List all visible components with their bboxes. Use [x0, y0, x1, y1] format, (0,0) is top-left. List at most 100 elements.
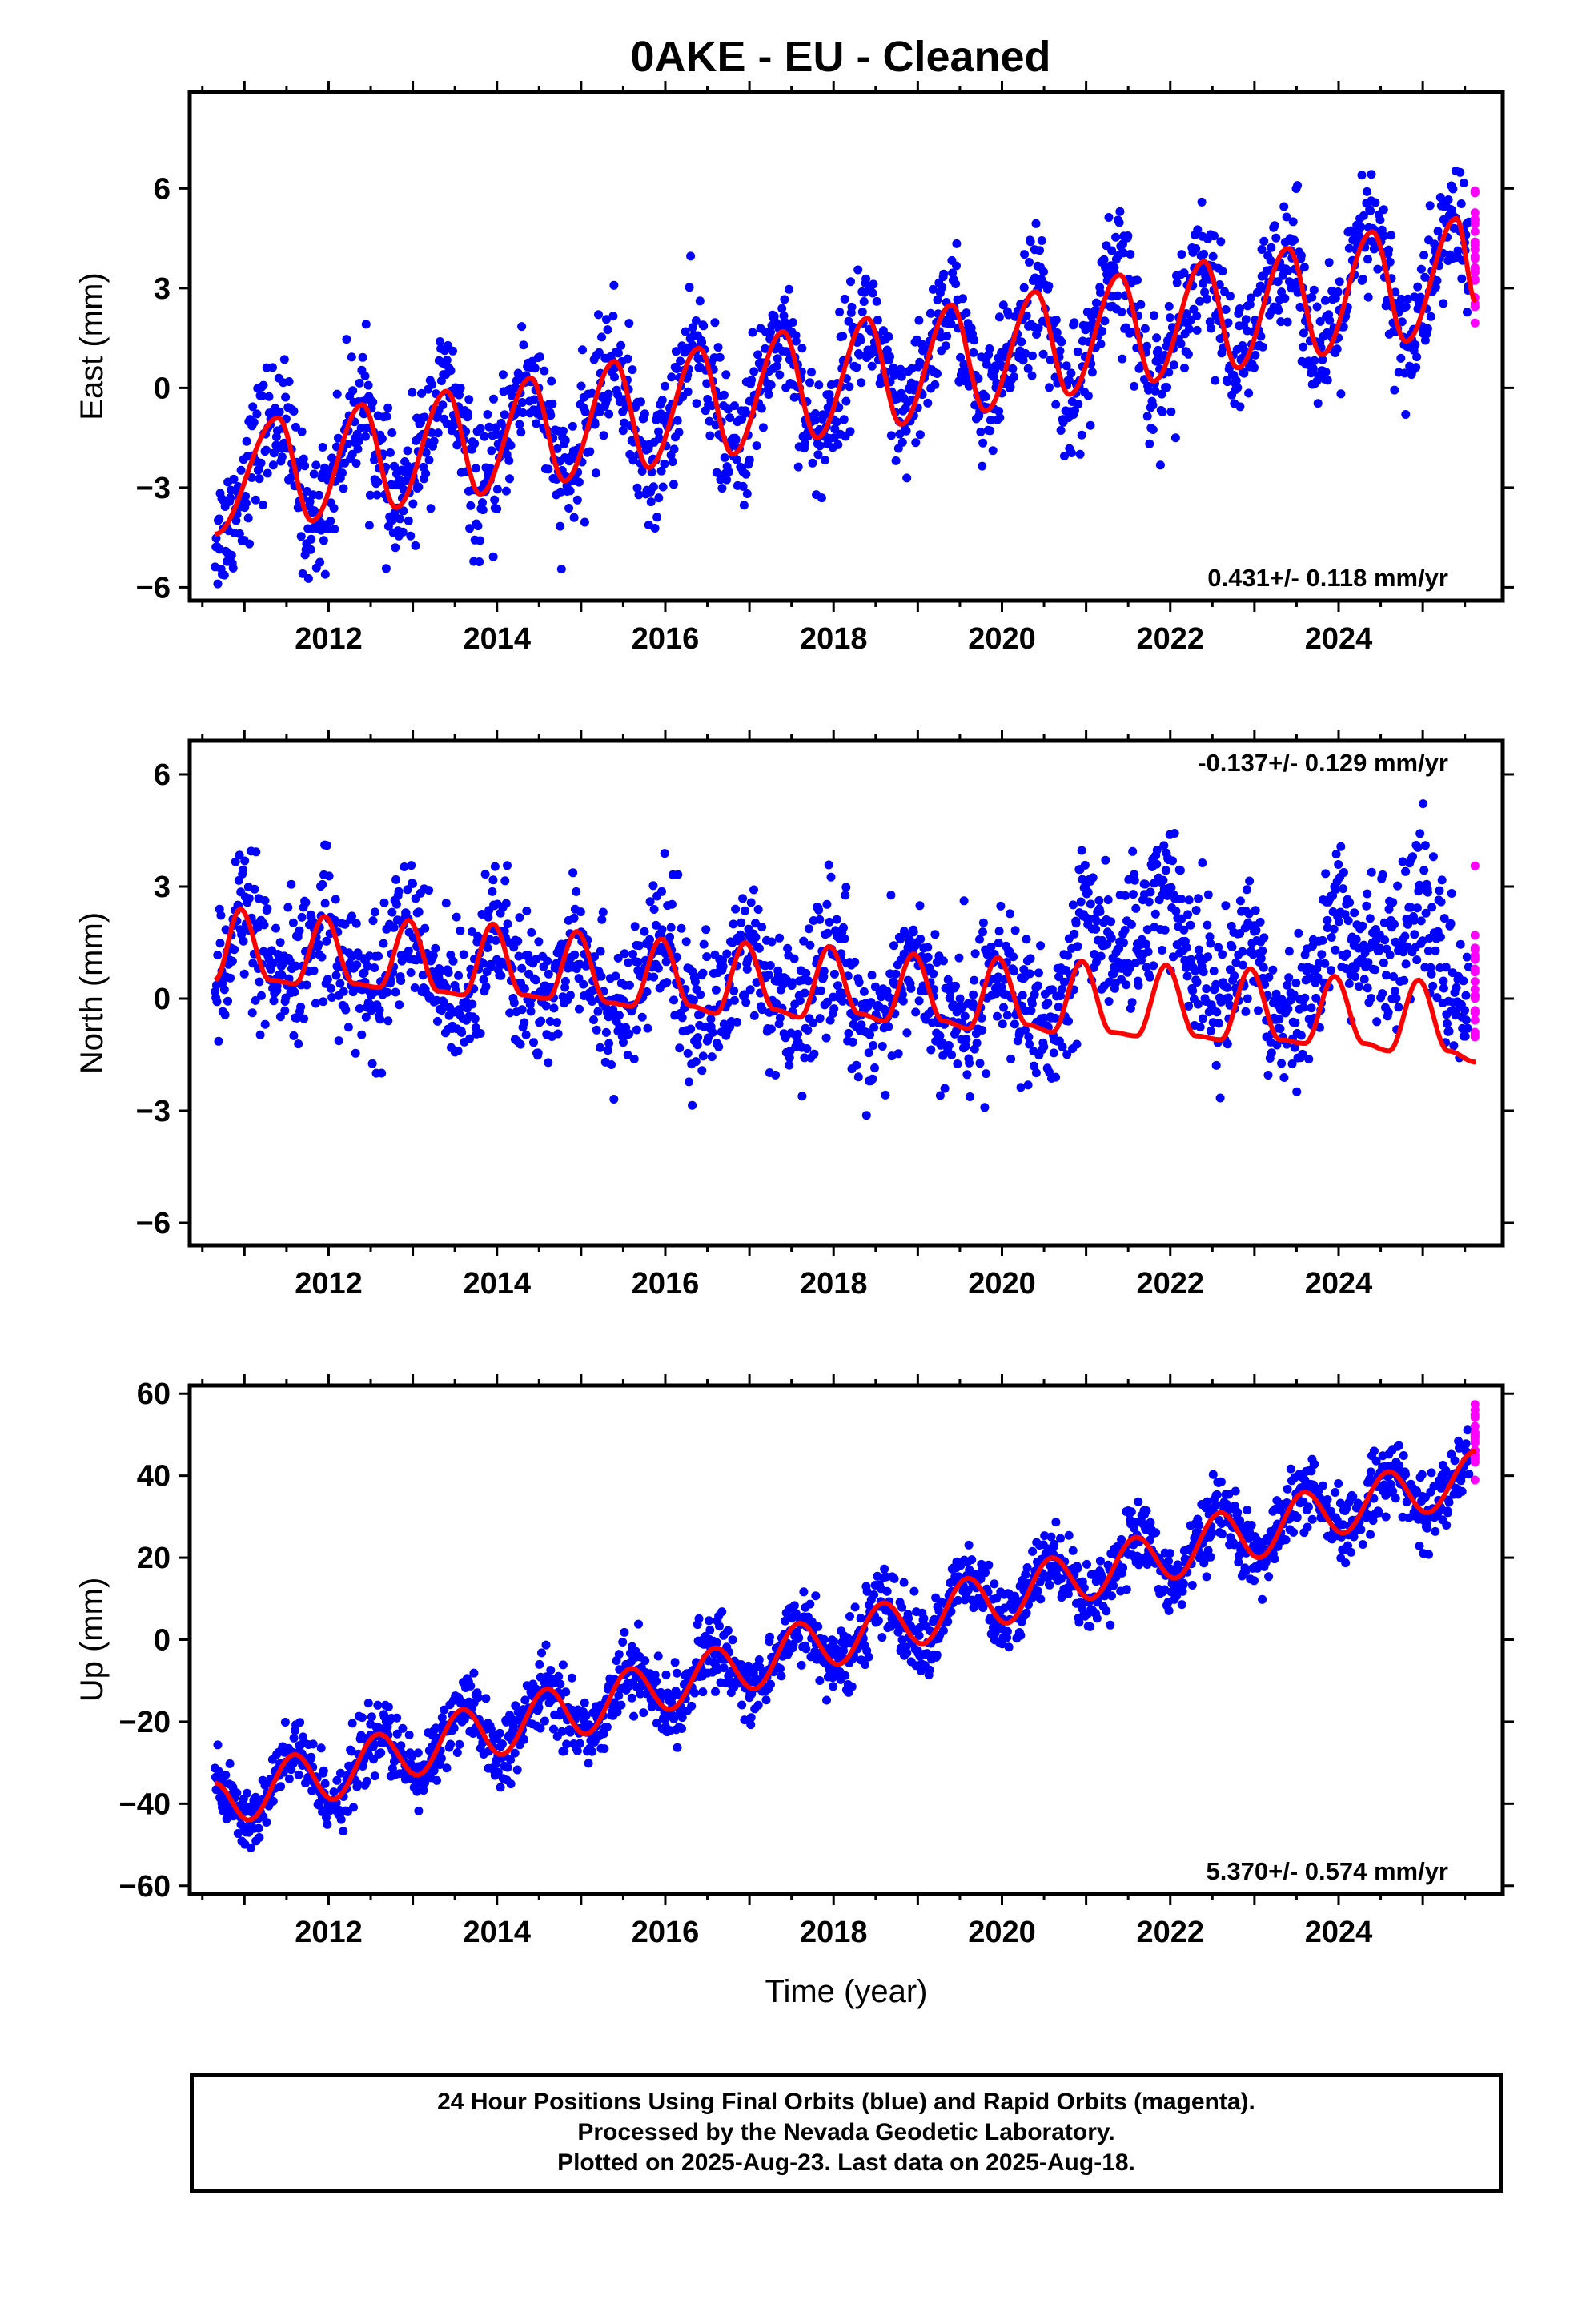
north-point-final	[714, 1042, 724, 1051]
north-point-final	[1334, 917, 1343, 927]
east-point-final	[429, 436, 439, 446]
up-point-final	[452, 1748, 462, 1757]
north-point-final	[549, 1003, 559, 1013]
north-point-final	[1175, 866, 1185, 875]
north-point-final	[893, 1049, 903, 1059]
north-point-final	[1121, 891, 1130, 900]
north-point-final	[1313, 973, 1323, 982]
north-point-final	[947, 1050, 957, 1059]
east-point-final	[813, 450, 823, 460]
north-point-final	[1073, 942, 1082, 951]
east-point-final	[1273, 277, 1283, 287]
north-point-final	[428, 951, 438, 960]
north-point-final	[751, 919, 760, 928]
east-point-final	[695, 296, 705, 306]
north-point-final	[657, 925, 667, 935]
up-point-final	[314, 1800, 323, 1810]
east-point-final	[1193, 225, 1203, 235]
north-point-final	[852, 1060, 861, 1070]
east-point-final	[408, 388, 417, 397]
east-point-final	[406, 531, 416, 541]
north-point-final	[603, 1046, 612, 1055]
north-point-final	[965, 1058, 974, 1068]
north-point-final	[367, 1006, 376, 1015]
east-point-final	[930, 380, 940, 389]
north-point-final	[1318, 935, 1327, 945]
north-point-final	[1016, 1083, 1026, 1092]
north-point-rapid	[1470, 967, 1480, 977]
north-point-final	[733, 1017, 742, 1027]
north-point-final	[1064, 1016, 1073, 1026]
east-point-final	[1258, 342, 1267, 352]
east-point-final	[1321, 368, 1331, 376]
north-point-final	[1344, 979, 1354, 988]
east-point-final	[1210, 231, 1219, 241]
north-point-final	[297, 912, 307, 922]
north-point-final	[868, 1074, 877, 1084]
north-point-final	[1339, 868, 1348, 877]
east-point-final	[1299, 328, 1308, 338]
east-point-final	[808, 458, 817, 468]
up-point-final	[856, 1614, 865, 1623]
north-y-tick-label: 3	[154, 870, 171, 904]
east-point-final	[757, 404, 766, 413]
up-point-final	[316, 1743, 326, 1753]
north-point-final	[640, 927, 649, 936]
north-point-final	[1129, 890, 1138, 899]
up-point-final	[794, 1633, 804, 1642]
east-point-final	[1039, 267, 1048, 276]
up-point-final	[254, 1823, 263, 1833]
north-point-final	[1054, 972, 1064, 982]
east-point-final	[1387, 231, 1396, 240]
east-point-final	[1235, 402, 1245, 412]
up-point-final	[347, 1747, 356, 1756]
east-point-final	[1280, 294, 1290, 303]
east-point-final	[464, 395, 474, 404]
north-point-final	[915, 901, 925, 911]
east-point-final	[747, 375, 757, 384]
east-point-final	[594, 348, 604, 357]
east-point-final	[368, 397, 378, 407]
north-point-final	[1264, 972, 1274, 982]
north-point-final	[691, 1057, 701, 1067]
north-point-final	[1049, 1048, 1058, 1058]
east-point-final	[338, 468, 347, 478]
east-point-final	[823, 403, 833, 412]
up-point-final	[776, 1664, 785, 1673]
east-point-final	[832, 417, 841, 427]
north-point-final	[896, 935, 905, 944]
north-point-final	[1031, 1068, 1041, 1078]
east-point-final	[1176, 339, 1186, 348]
east-point-final	[1142, 412, 1152, 421]
north-point-final	[854, 978, 864, 987]
north-point-final	[740, 990, 749, 999]
east-point-final	[1180, 364, 1189, 372]
east-point-final	[326, 517, 335, 526]
north-point-final	[1057, 985, 1066, 994]
north-point-rapid	[1470, 1006, 1480, 1015]
east-point-final	[817, 493, 826, 503]
north-point-final	[870, 1063, 879, 1072]
up-point-final	[213, 1740, 223, 1750]
east-point-final	[1100, 316, 1110, 326]
east-point-final	[731, 435, 741, 444]
east-point-final	[1114, 218, 1124, 227]
east-point-final	[732, 455, 741, 464]
up-point-final	[746, 1713, 756, 1723]
up-point-final	[215, 1773, 224, 1783]
north-point-final	[746, 898, 756, 907]
up-point-final	[449, 1723, 459, 1733]
north-point-final	[1095, 907, 1105, 916]
east-point-final	[1145, 439, 1154, 448]
up-point-final	[698, 1687, 708, 1697]
north-point-final	[1146, 887, 1155, 897]
north-point-final	[513, 936, 523, 946]
north-point-final	[935, 1031, 945, 1040]
east-point-final	[1433, 227, 1443, 236]
east-point-final	[330, 525, 339, 534]
north-point-final	[351, 1048, 360, 1058]
north-point-final	[749, 885, 758, 895]
north-point-final	[1307, 1003, 1316, 1013]
east-point-final	[1401, 410, 1411, 419]
north-point-final	[323, 975, 332, 984]
